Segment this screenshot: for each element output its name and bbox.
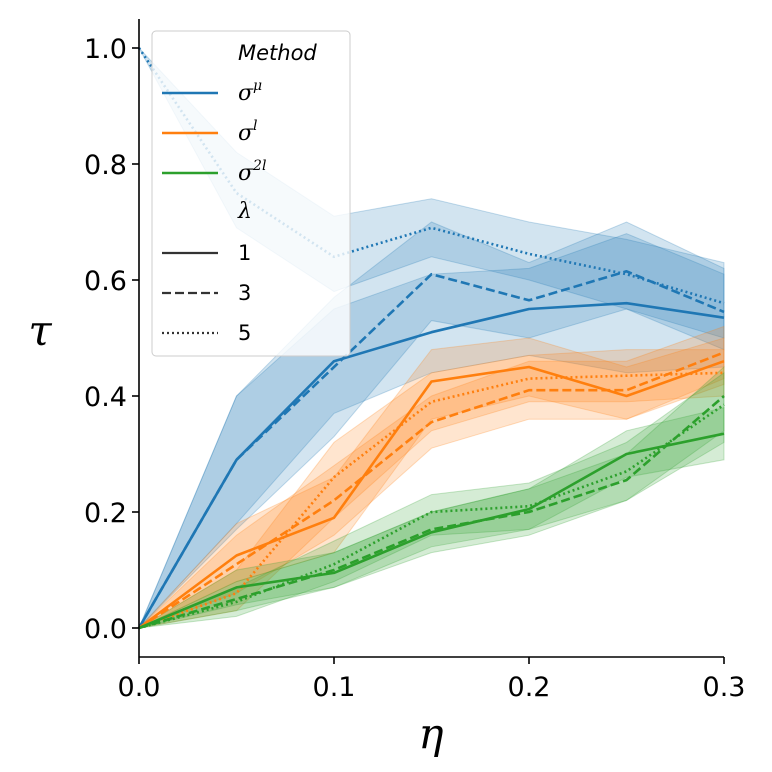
x-tick-label: 0.1 — [313, 672, 356, 703]
series-line-0 — [137, 301, 725, 629]
series-lines — [137, 47, 725, 630]
series-line-8 — [138, 403, 725, 630]
series-band-4 — [138, 325, 725, 629]
legend-box — [151, 30, 351, 357]
y-axis-title: τ — [28, 306, 52, 355]
legend-lambda-label: 5 — [238, 321, 251, 345]
axes — [132, 19, 725, 664]
x-tick-label: 0.0 — [118, 672, 161, 703]
series-line-3 — [138, 359, 725, 630]
series-line-4 — [138, 351, 725, 630]
y-tick-label: 0.4 — [84, 382, 127, 413]
series-band-8 — [138, 371, 725, 629]
series-line-6 — [138, 432, 725, 630]
x-axis-title: η — [418, 709, 443, 758]
x-tick-label: 0.2 — [508, 672, 551, 703]
confidence-bands — [138, 47, 725, 629]
legend-method-label: σl — [238, 118, 258, 146]
y-tick-label: 0.2 — [84, 498, 127, 529]
series-line-5 — [138, 371, 725, 630]
y-tick-label: 0.6 — [84, 266, 127, 297]
legend-lambda-title: λ — [237, 199, 252, 224]
y-tick-label: 1.0 — [84, 34, 127, 65]
legend-lambda-label: 1 — [238, 241, 251, 265]
x-tick-label: 0.3 — [703, 672, 746, 703]
series-band-5 — [138, 349, 725, 629]
series-line-1 — [137, 269, 725, 629]
tick-labels: 0.0 0.1 0.2 0.3 0.0 0.2 0.4 0.6 0.8 1.0 — [84, 34, 745, 703]
y-tick-label: 0.8 — [84, 150, 127, 181]
legend-method-title: Method — [238, 41, 317, 65]
series-line-7 — [138, 395, 725, 630]
legend-lambda-label: 3 — [238, 281, 251, 305]
series-band-7 — [138, 365, 725, 629]
y-tick-label: 0.0 — [84, 614, 127, 645]
